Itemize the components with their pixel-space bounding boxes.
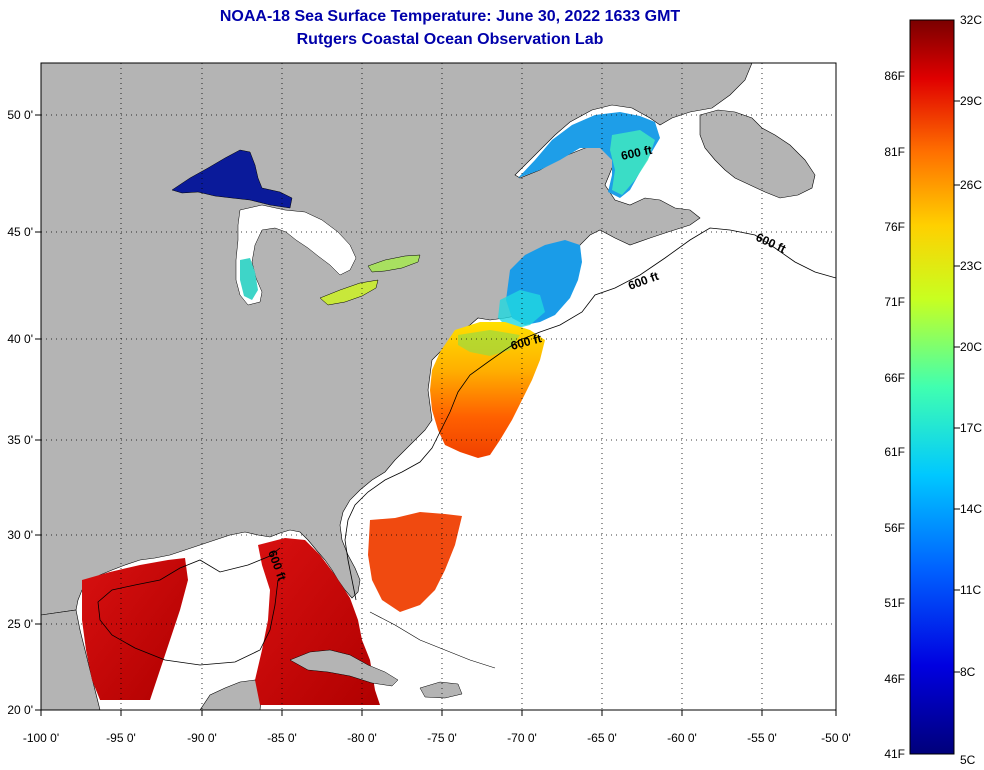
lat-tick-label: 45 0': [7, 225, 33, 239]
gulfmaine-sst-cyan: [498, 290, 545, 330]
colorbar: [909, 19, 955, 755]
map-title: NOAA-18 Sea Surface Temperature: June 30…: [219, 8, 681, 25]
map-border: [40, 62, 837, 711]
depth-contour-600ft-caribbean: [369, 611, 496, 669]
colorbar-ticks: [954, 100, 960, 673]
midatlantic-sst-green: [458, 330, 520, 356]
colorbar-label-f: 46F: [884, 672, 905, 686]
lon-tick-label: -65 0': [587, 731, 617, 745]
lon-tick-label: -60 0': [667, 731, 697, 745]
colorbar-label-c: 32C: [960, 13, 982, 27]
colorbar-label-f: 66F: [884, 371, 905, 385]
colorbar-label-f: 71F: [884, 295, 905, 309]
lon-tick-label: -55 0': [747, 731, 777, 745]
colorbar-label-f: 81F: [884, 145, 905, 159]
lake-michigan-sst: [240, 258, 258, 300]
colorbar-label-c: 8C: [960, 665, 976, 679]
lat-tick-label: 40 0': [7, 332, 33, 346]
colorbar-label-c: 14C: [960, 502, 982, 516]
lon-tick-label: -75 0': [427, 731, 457, 745]
land-newfoundland: [699, 109, 816, 199]
colorbar-label-c: 23C: [960, 259, 982, 273]
lon-tick-label: -90 0': [187, 731, 217, 745]
depth-contour-600ft-gom: [97, 547, 281, 666]
depth-contour-600ft: [344, 227, 836, 601]
colorbar-label-c: 11C: [960, 583, 981, 597]
lake-ontario: [367, 254, 421, 273]
midatlantic-sst: [430, 322, 545, 458]
lake-superior: [171, 149, 293, 209]
lat-tick-label: 30 0': [7, 528, 33, 542]
lat-tick-label: 35 0': [7, 433, 33, 447]
southeast-sst: [368, 512, 462, 612]
land-cuba: [289, 649, 399, 687]
lon-tick-label: -85 0': [267, 731, 297, 745]
colorbar-label-c: 26C: [960, 178, 982, 192]
lake-erie: [319, 279, 379, 306]
colorbar-label-f: 41F: [884, 747, 905, 761]
stlawrence-sst-warm: [610, 130, 655, 195]
colorbar-label-c: 5C: [960, 753, 976, 767]
contour-label: 600 ft: [620, 143, 654, 163]
lat-axis: [35, 114, 41, 711]
colorbar-label-c: 17C: [960, 421, 982, 435]
lat-tick-label: 20 0': [7, 703, 33, 717]
map-subtitle: Rutgers Coastal Ocean Observation Lab: [296, 31, 604, 48]
colorbar-label-f: 51F: [884, 596, 905, 610]
land-yucatan: [199, 679, 263, 710]
lon-axis: [40, 710, 837, 716]
colorbar-label-f: 86F: [884, 69, 905, 83]
colorbar-label-f: 61F: [884, 445, 905, 459]
lon-tick-label: -80 0': [347, 731, 377, 745]
land-hispaniola: [419, 681, 463, 699]
lon-tick-label: -100 0': [23, 731, 59, 745]
lon-tick-label: -95 0': [106, 731, 136, 745]
colorbar-label-f: 56F: [884, 521, 905, 535]
colorbar-label-c: 20C: [960, 340, 982, 354]
lon-tick-label: -50 0': [821, 731, 851, 745]
colorbar-label-c: 29C: [960, 94, 982, 108]
colorbar-label-f: 76F: [884, 220, 905, 234]
lon-tick-label: -70 0': [507, 731, 537, 745]
lat-tick-label: 50 0': [7, 108, 33, 122]
lat-tick-label: 25 0': [7, 617, 33, 631]
